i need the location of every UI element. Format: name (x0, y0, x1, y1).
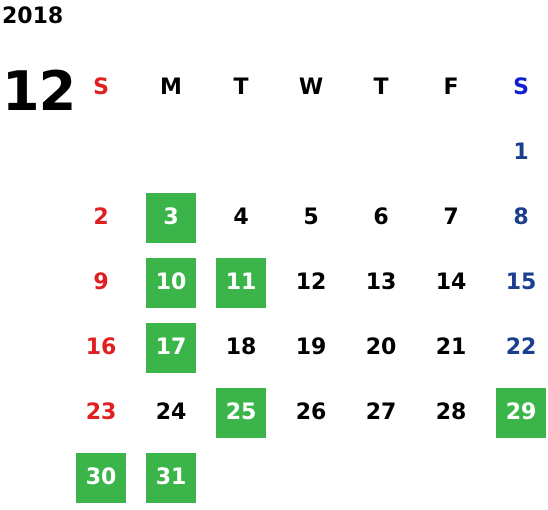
empty-cell (206, 120, 276, 185)
day-number: 5 (303, 205, 319, 230)
day-cell[interactable]: 26 (276, 380, 346, 445)
day-number: 8 (513, 205, 529, 230)
weekday-header-sunday: S (93, 75, 109, 100)
empty-cell (416, 120, 486, 185)
empty-cell (416, 445, 486, 510)
day-cell[interactable]: 2 (66, 185, 136, 250)
day-number: 24 (155, 400, 187, 425)
highlighted-day-number: 30 (76, 452, 126, 503)
weekday-header-friday: F (443, 75, 459, 100)
empty-cell (206, 445, 276, 510)
empty-cell (136, 120, 206, 185)
month-label: 12 (2, 60, 76, 123)
highlighted-day-number: 3 (146, 192, 196, 243)
day-cell[interactable]: 12 (276, 250, 346, 315)
day-number: 2 (93, 205, 109, 230)
day-number: 6 (373, 205, 389, 230)
day-number: 18 (225, 335, 257, 360)
empty-cell (276, 445, 346, 510)
day-number: 16 (85, 335, 117, 360)
day-number: 21 (435, 335, 467, 360)
day-cell[interactable]: 20 (346, 315, 416, 380)
day-cell[interactable]: 1 (486, 120, 548, 185)
day-cell[interactable]: 23 (66, 380, 136, 445)
day-number: 12 (295, 270, 327, 295)
day-cell[interactable]: 3 (136, 185, 206, 250)
day-number: 23 (85, 400, 117, 425)
day-cell[interactable]: 27 (346, 380, 416, 445)
day-cell[interactable]: 6 (346, 185, 416, 250)
year-label: 2018 (2, 4, 64, 29)
weekday-header-monday: M (160, 75, 182, 100)
day-cell[interactable]: 11 (206, 250, 276, 315)
day-cell[interactable]: 14 (416, 250, 486, 315)
day-cell[interactable]: 29 (486, 380, 548, 445)
empty-cell (346, 445, 416, 510)
empty-cell (346, 120, 416, 185)
day-cell[interactable]: 30 (66, 445, 136, 510)
highlighted-day-number: 11 (216, 257, 266, 308)
day-number: 9 (93, 270, 109, 295)
highlighted-day-number: 29 (496, 387, 546, 438)
day-cell[interactable]: 9 (66, 250, 136, 315)
day-number: 14 (435, 270, 467, 295)
day-cell[interactable]: 5 (276, 185, 346, 250)
highlighted-day-number: 25 (216, 387, 266, 438)
day-cell[interactable]: 17 (136, 315, 206, 380)
highlighted-day-number: 17 (146, 322, 196, 373)
day-number: 27 (365, 400, 397, 425)
weekday-header-wednesday: W (298, 75, 324, 100)
day-cell[interactable]: 15 (486, 250, 548, 315)
day-number: 1 (513, 140, 529, 165)
day-cell[interactable]: 8 (486, 185, 548, 250)
day-number: 19 (295, 335, 327, 360)
day-number: 4 (233, 205, 249, 230)
day-number: 28 (435, 400, 467, 425)
highlighted-day-number: 31 (146, 452, 196, 503)
day-number: 20 (365, 335, 397, 360)
day-cell[interactable]: 16 (66, 315, 136, 380)
day-cell[interactable]: 4 (206, 185, 276, 250)
weekday-header-thursday: T (373, 75, 389, 100)
day-cell[interactable]: 18 (206, 315, 276, 380)
day-cell[interactable]: 31 (136, 445, 206, 510)
day-cell[interactable]: 10 (136, 250, 206, 315)
calendar-grid: S M T W T F S 1 2 3 4 5 6 7 8 9 10 11 12 13 14 15 16 17 18 19 20 21… (66, 55, 548, 510)
day-number: 7 (443, 205, 459, 230)
day-number: 13 (365, 270, 397, 295)
day-cell[interactable]: 28 (416, 380, 486, 445)
empty-cell (66, 120, 136, 185)
day-cell[interactable]: 21 (416, 315, 486, 380)
empty-cell (276, 120, 346, 185)
day-cell[interactable]: 13 (346, 250, 416, 315)
day-number: 15 (505, 270, 537, 295)
empty-cell (486, 445, 548, 510)
day-cell[interactable]: 7 (416, 185, 486, 250)
day-number: 22 (505, 335, 537, 360)
day-cell[interactable]: 25 (206, 380, 276, 445)
day-number: 26 (295, 400, 327, 425)
weekday-header-saturday: S (513, 75, 529, 100)
day-cell[interactable]: 24 (136, 380, 206, 445)
highlighted-day-number: 10 (146, 257, 196, 308)
weekday-header-tuesday: T (233, 75, 249, 100)
day-cell[interactable]: 19 (276, 315, 346, 380)
day-cell[interactable]: 22 (486, 315, 548, 380)
